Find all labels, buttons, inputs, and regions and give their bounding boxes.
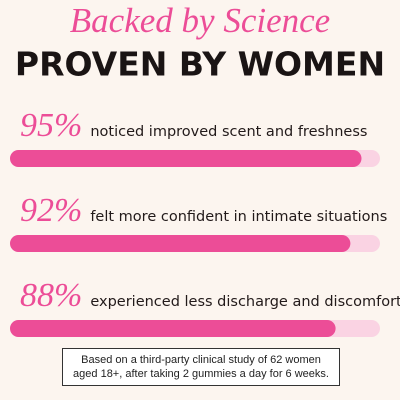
chart-subtitle: PROVEN BY WOMEN (15, 45, 385, 84)
bar (10, 235, 351, 252)
bar (10, 150, 362, 167)
statement: experienced less discharge and discomfor… (90, 294, 400, 310)
chart-title: Backed by Science (70, 1, 330, 40)
percent-label: 95% (20, 107, 82, 144)
percent-label: 92% (20, 192, 82, 229)
statement: felt more confident in intimate situatio… (90, 209, 387, 225)
percent-label: 88% (20, 277, 82, 314)
statement: noticed improved scent and freshness (90, 124, 367, 140)
bar (10, 320, 336, 337)
footnote: Based on a third-party clinical study of… (62, 348, 340, 386)
